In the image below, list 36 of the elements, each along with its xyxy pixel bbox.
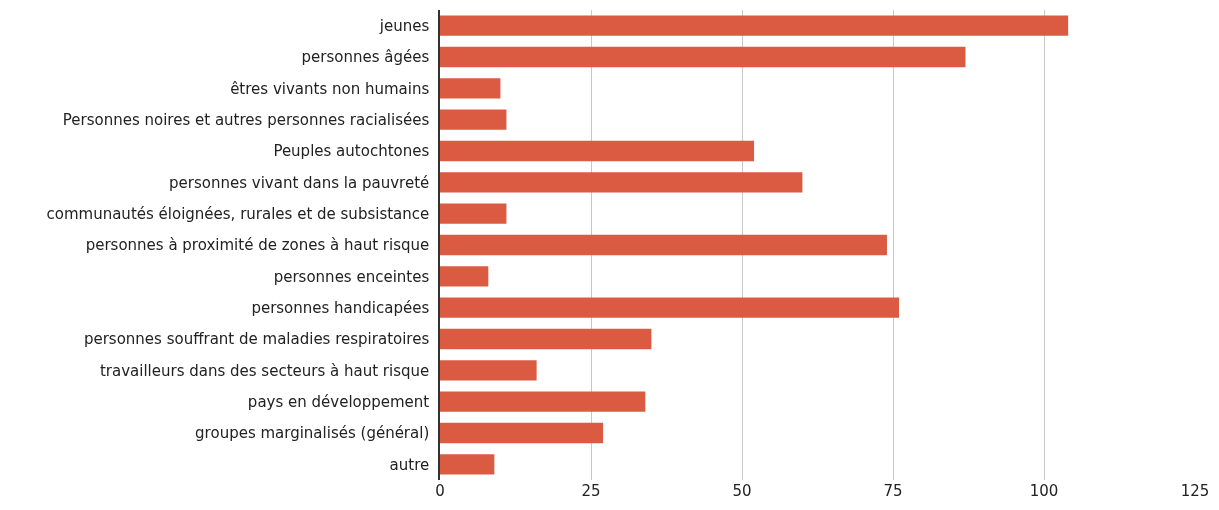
bar: [440, 46, 966, 68]
bar: [440, 15, 1069, 36]
bar: [440, 391, 646, 412]
y-tick-label: Peuples autochtones: [273, 142, 430, 161]
bar: [440, 360, 537, 381]
x-tick-label: 125: [1180, 482, 1210, 500]
bar: [440, 234, 887, 256]
y-tick-label: personnes à proximité de zones à haut risque: [85, 236, 430, 255]
bar: [440, 422, 604, 444]
y-tick-label: personnes enceintes: [273, 267, 430, 286]
y-tick-label: personnes vivant dans la pauvreté: [169, 173, 430, 192]
bar: [440, 328, 652, 350]
bar: [440, 203, 507, 224]
x-tick-label: 0: [435, 482, 445, 500]
x-tick-label: 75: [883, 482, 903, 500]
bar: [440, 140, 755, 162]
y-tick-label: jeunes: [378, 16, 430, 35]
y-tick-label: communautés éloignées, rurales et de subsistance: [46, 204, 430, 223]
bar: [440, 109, 507, 130]
bar: [440, 266, 489, 287]
y-tick-label: autre: [389, 455, 430, 474]
x-tick-label: 50: [732, 482, 752, 500]
y-tick-label: personnes handicapées: [251, 298, 430, 317]
y-tick-label: personnes souffrant de maladies respiratoires: [83, 330, 430, 349]
x-tick-label: 25: [581, 482, 601, 500]
bar: [440, 172, 803, 193]
y-tick-label: groupes marginalisés (général): [195, 424, 430, 443]
bar: [440, 78, 501, 99]
y-tick-label: Personnes noires et autres personnes racialisées: [62, 110, 430, 129]
bar: [440, 454, 495, 475]
y-tick-label: personnes âgées: [301, 48, 430, 67]
y-tick-label: pays en développement: [247, 392, 430, 411]
x-tick-label: 100: [1029, 482, 1059, 500]
y-tick-label: travailleurs dans des secteurs à haut risque: [99, 361, 430, 380]
bar: [440, 297, 900, 318]
y-tick-label: êtres vivants non humains: [230, 79, 430, 98]
